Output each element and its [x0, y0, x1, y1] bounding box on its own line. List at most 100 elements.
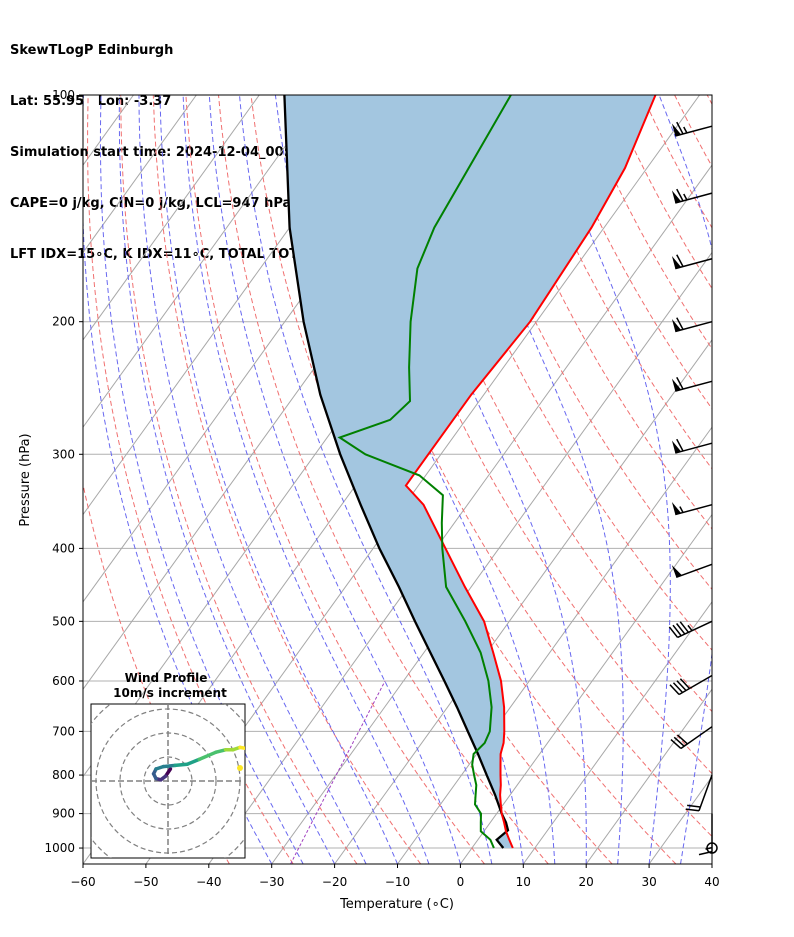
isotherm-line	[585, 688, 712, 864]
hodograph-top-point	[237, 765, 243, 771]
wind-barb	[669, 674, 713, 696]
barb-feather	[672, 682, 684, 693]
moist-adiabat	[318, 95, 556, 864]
barb-flag	[671, 123, 682, 137]
moist-adiabat	[208, 95, 461, 864]
x-axis-label: Temperature (∘C)	[339, 897, 454, 912]
barb-flag	[671, 565, 682, 578]
dry-adiabat	[446, 95, 712, 591]
barb-feather	[676, 121, 684, 135]
barb-shaft	[675, 380, 713, 392]
isotherm-line	[83, 95, 197, 254]
mixing-ratio-line	[290, 680, 386, 864]
calm-circle	[706, 842, 718, 854]
dewpoint-line	[337, 95, 512, 849]
barb-feather	[676, 188, 684, 202]
barb-shaft	[698, 774, 713, 812]
y-tick-label: 900	[52, 807, 75, 821]
wind-barb	[670, 726, 713, 750]
barb-half-feather	[683, 193, 688, 201]
hodograph-area	[91, 704, 245, 858]
y-tick-label: 300	[52, 447, 75, 461]
barb-flag	[671, 190, 682, 203]
parcel-path-line	[283, 95, 510, 849]
barb-shaft	[675, 192, 713, 204]
barb-flag	[671, 440, 682, 454]
barb-shaft	[675, 320, 713, 333]
dry-adiabat	[315, 95, 712, 838]
barb-half-feather	[683, 126, 688, 134]
isotherm-line	[0, 95, 71, 864]
wind-barb	[706, 842, 718, 854]
y-tick-label: 200	[52, 315, 75, 329]
wind-barb	[668, 620, 713, 639]
moist-adiabat	[118, 95, 336, 864]
y-axis-label: Pressure (hPa)	[18, 433, 33, 526]
moist-adiabat	[138, 95, 367, 864]
barb-feather	[685, 808, 700, 812]
moist-adiabat	[182, 95, 430, 864]
dry-adiabat	[511, 95, 712, 470]
isotherm-line	[711, 863, 712, 864]
y-tick-label: 100	[52, 88, 75, 102]
barb-shaft	[675, 503, 713, 516]
barb-half-feather	[679, 506, 684, 513]
dry-adiabat	[674, 95, 712, 168]
isotherm-line	[459, 513, 712, 864]
hodograph-title: Wind Profile	[125, 671, 208, 685]
wind-barb	[671, 188, 713, 204]
title-line-station: SkewTLogP Edinburgh	[10, 43, 174, 58]
y-tick-label: 800	[52, 768, 75, 782]
isotherm-line	[522, 601, 712, 864]
barb-shaft	[680, 726, 713, 750]
dry-adiabat	[87, 95, 294, 864]
barb-shaft	[675, 258, 713, 270]
cin-shading	[284, 95, 656, 848]
y-tick-label: 500	[52, 614, 75, 628]
barb-feather	[687, 804, 701, 808]
y-tick-label: 1000	[44, 841, 75, 855]
barb-feather	[676, 680, 687, 691]
dry-adiabat	[380, 95, 712, 713]
x-tick-label: −60	[70, 875, 95, 889]
y-tick-label: 700	[52, 724, 75, 738]
isotherm-line	[83, 95, 260, 341]
hodograph-segment	[238, 745, 245, 751]
barb-feather	[677, 734, 688, 745]
x-tick-label: 20	[579, 875, 594, 889]
barb-flag	[671, 318, 682, 332]
isotherm-line	[775, 95, 794, 864]
wind-barb	[671, 501, 713, 516]
moist-adiabat	[239, 95, 493, 864]
wind-barbs	[668, 121, 718, 856]
barb-feather	[670, 739, 682, 750]
moist-adiabat	[443, 95, 624, 864]
dry-adiabat	[478, 95, 712, 530]
wind-barb	[671, 563, 713, 579]
title-line-location: Lat: 55.95 Lon: -3.37	[10, 94, 172, 109]
barb-feather	[676, 623, 686, 635]
barb-feather	[669, 684, 680, 695]
x-tick-label: −40	[196, 875, 221, 889]
isotherm-line	[271, 251, 712, 864]
wind-barb	[671, 317, 713, 333]
hodograph-subtitle: 10m/s increment	[113, 686, 227, 700]
moist-adiabat	[711, 861, 712, 864]
x-tick-label: −50	[133, 875, 158, 889]
isotherm-line	[83, 95, 323, 429]
barb-feather	[676, 376, 684, 390]
x-tick-label: 10	[516, 875, 531, 889]
barb-feather	[672, 624, 682, 637]
moist-adiabat	[658, 95, 712, 864]
moist-adiabat	[99, 95, 304, 864]
y-tick-label: 400	[52, 541, 75, 555]
barb-flag	[671, 256, 682, 269]
wind-barb	[685, 774, 713, 812]
background-lines	[0, 95, 794, 864]
barb-feather	[676, 317, 684, 330]
barb-feather	[679, 678, 691, 689]
dry-adiabat	[218, 95, 549, 864]
barb-flag	[671, 501, 682, 515]
x-tick-label: −30	[259, 875, 284, 889]
